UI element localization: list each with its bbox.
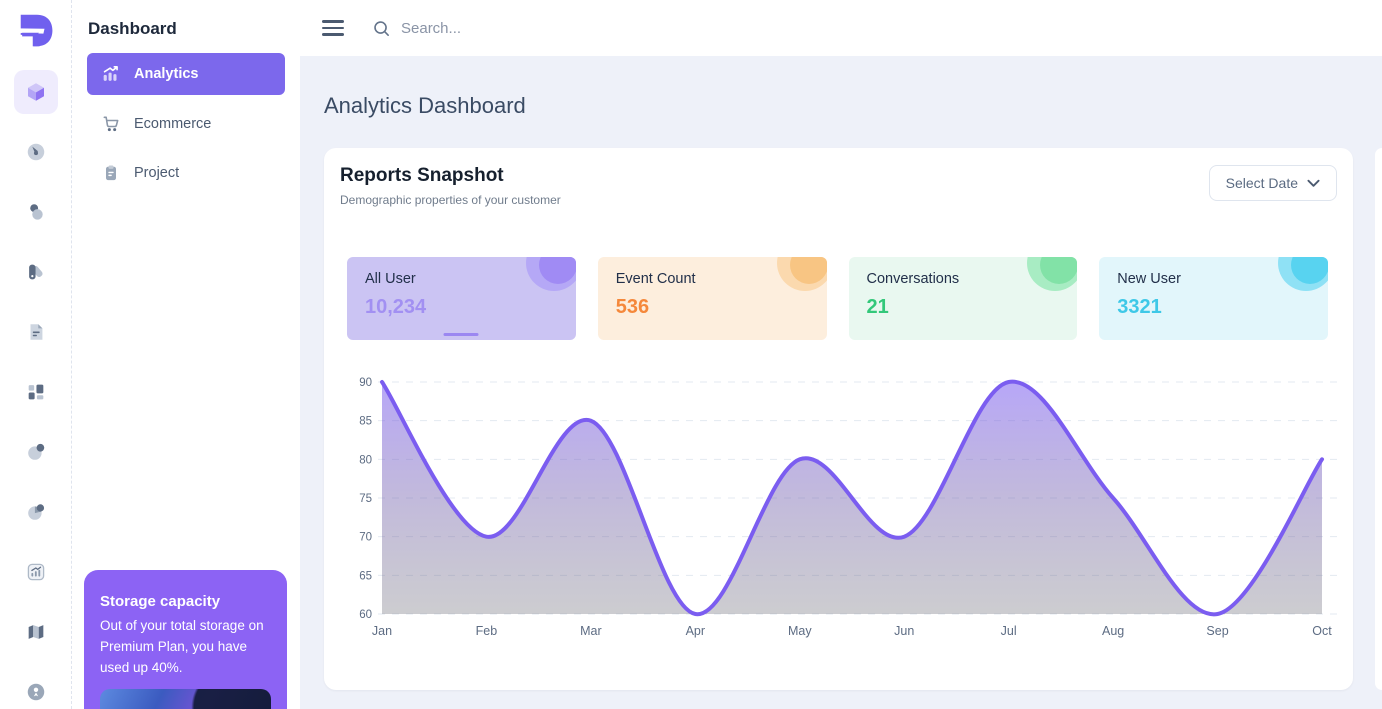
rail-item-chart-box-icon[interactable] bbox=[14, 550, 58, 594]
card-subtitle: Demographic properties of your customer bbox=[340, 193, 561, 207]
layout-grid-icon bbox=[25, 381, 47, 403]
rail-item-layout-grid-icon[interactable] bbox=[14, 370, 58, 414]
stat-value: 3321 bbox=[1117, 296, 1162, 318]
stat-label: Event Count bbox=[615, 271, 696, 287]
y-axis-tick: 70 bbox=[359, 532, 372, 544]
x-axis-tick: Feb bbox=[476, 624, 498, 638]
topbar bbox=[300, 0, 1382, 56]
stat-value: 21 bbox=[866, 296, 889, 318]
y-axis-tick: 60 bbox=[359, 609, 372, 621]
rail-item-badge-user-icon[interactable] bbox=[14, 670, 58, 709]
storage-body: Out of your total storage on Premium Pla… bbox=[100, 618, 264, 675]
swatches-icon bbox=[25, 261, 47, 283]
storage-capacity-widget: Storage capacity Out of your total stora… bbox=[84, 570, 287, 709]
donut-chart-icon bbox=[25, 501, 47, 523]
badge-user-icon bbox=[25, 681, 47, 703]
y-axis-tick: 65 bbox=[359, 570, 372, 582]
document-icon bbox=[25, 321, 47, 343]
icon-rail bbox=[0, 0, 72, 709]
x-axis-tick: Mar bbox=[580, 624, 602, 638]
x-axis-tick: May bbox=[788, 624, 812, 638]
rail-item-map-icon[interactable] bbox=[14, 610, 58, 654]
rail-item-donut-chart-icon[interactable] bbox=[14, 490, 58, 534]
sidebar-item-label: Ecommerce bbox=[134, 116, 212, 132]
y-axis-tick: 80 bbox=[359, 454, 372, 466]
stat-card-event-count[interactable]: Event Count 536 bbox=[597, 257, 827, 340]
rail-item-document-icon[interactable] bbox=[14, 310, 58, 354]
stat-card-all-user[interactable]: All User 10,234 bbox=[347, 257, 576, 340]
sidebar-item-project[interactable]: Project bbox=[87, 153, 285, 193]
search-icon bbox=[372, 19, 391, 38]
app-logo[interactable] bbox=[15, 10, 57, 52]
chart-box-icon bbox=[25, 561, 47, 583]
stat-label: All User bbox=[365, 271, 416, 287]
rail-item-pie-chart-icon[interactable] bbox=[14, 430, 58, 474]
stat-value: 536 bbox=[615, 296, 650, 318]
stat-label: New User bbox=[1117, 271, 1181, 287]
x-axis-tick: Sep bbox=[1206, 624, 1228, 638]
area-chart: 60 65 70 75 80 85 90 Jan Feb Mar Apr May Jun Jul Aug Se… bbox=[332, 367, 1353, 654]
rail-item-users-icon[interactable] bbox=[14, 190, 58, 234]
sidebar-title: Dashboard bbox=[88, 19, 177, 38]
sidebar-item-label: Project bbox=[134, 165, 180, 181]
x-axis-tick: Aug bbox=[1102, 624, 1124, 638]
search-input[interactable] bbox=[401, 19, 821, 37]
pie-chart-icon bbox=[25, 441, 47, 463]
search-box bbox=[372, 19, 1382, 38]
y-axis-tick: 90 bbox=[359, 377, 372, 389]
clipboard-icon bbox=[100, 163, 122, 183]
page-title: Analytics Dashboard bbox=[324, 93, 526, 118]
select-date-label: Select Date bbox=[1225, 175, 1298, 191]
active-stat-indicator bbox=[443, 333, 479, 336]
stat-value: 10,234 bbox=[365, 296, 427, 318]
card-title: Reports Snapshot bbox=[340, 165, 504, 186]
reports-snapshot-card: Reports Snapshot Demographic properties … bbox=[324, 148, 1353, 690]
stat-label: Conversations bbox=[866, 271, 960, 287]
sidebar-item-analytics[interactable]: Analytics bbox=[87, 53, 285, 95]
stat-cards-row: All User 10,234 Event Count 536 Conversation… bbox=[347, 257, 1328, 340]
storage-photo bbox=[100, 688, 271, 709]
rail-item-gauge-icon[interactable] bbox=[14, 130, 58, 174]
x-axis-tick: Jul bbox=[1001, 624, 1017, 638]
rail-item-cube-icon[interactable] bbox=[13, 70, 58, 114]
users-icon bbox=[25, 201, 47, 223]
decorative-circle-dark bbox=[1291, 257, 1328, 284]
select-date-button[interactable]: Select Date bbox=[1208, 165, 1337, 201]
area-chart-svg: 60 65 70 75 80 85 90 Jan Feb Mar Apr May Jun Jul Aug Se… bbox=[359, 377, 1337, 638]
cube-icon bbox=[24, 80, 48, 104]
sidebar-item-label: Analytics bbox=[134, 66, 199, 82]
bar-chart-icon bbox=[100, 63, 122, 85]
stat-card-conversations[interactable]: Conversations 21 bbox=[848, 257, 1078, 340]
cart-icon bbox=[100, 114, 122, 134]
gauge-icon bbox=[25, 141, 47, 163]
x-axis-tick: Apr bbox=[686, 624, 705, 638]
rail-item-swatches-icon[interactable] bbox=[14, 250, 58, 294]
x-axis-tick: Jan bbox=[372, 624, 392, 638]
chevron-down-icon bbox=[1307, 179, 1320, 188]
icon-rail-nav bbox=[13, 70, 58, 709]
content-area: Analytics Dashboard Reports Snapshot Dem… bbox=[300, 56, 1382, 709]
stat-card-new-user[interactable]: New User 3321 bbox=[1099, 257, 1328, 340]
x-axis-tick: Oct bbox=[1312, 624, 1332, 638]
sidebar: Dashboard Analytics Ecommerce Project Stor… bbox=[72, 0, 300, 709]
sidebar-menu: Analytics Ecommerce Project bbox=[72, 53, 300, 193]
y-axis-tick: 75 bbox=[359, 493, 372, 505]
storage-title: Storage capacity bbox=[100, 593, 221, 610]
card-header: Reports Snapshot Demographic properties … bbox=[324, 148, 1353, 207]
y-axis-tick: 85 bbox=[359, 416, 372, 428]
partial-next-card-edge bbox=[1375, 148, 1382, 690]
menu-icon[interactable] bbox=[322, 20, 344, 36]
sidebar-item-ecommerce[interactable]: Ecommerce bbox=[87, 104, 285, 144]
decorative-circle-dark bbox=[1040, 257, 1078, 284]
decorative-circle-dark bbox=[538, 257, 576, 284]
map-icon bbox=[25, 621, 47, 643]
x-axis-tick: Jun bbox=[894, 624, 914, 638]
